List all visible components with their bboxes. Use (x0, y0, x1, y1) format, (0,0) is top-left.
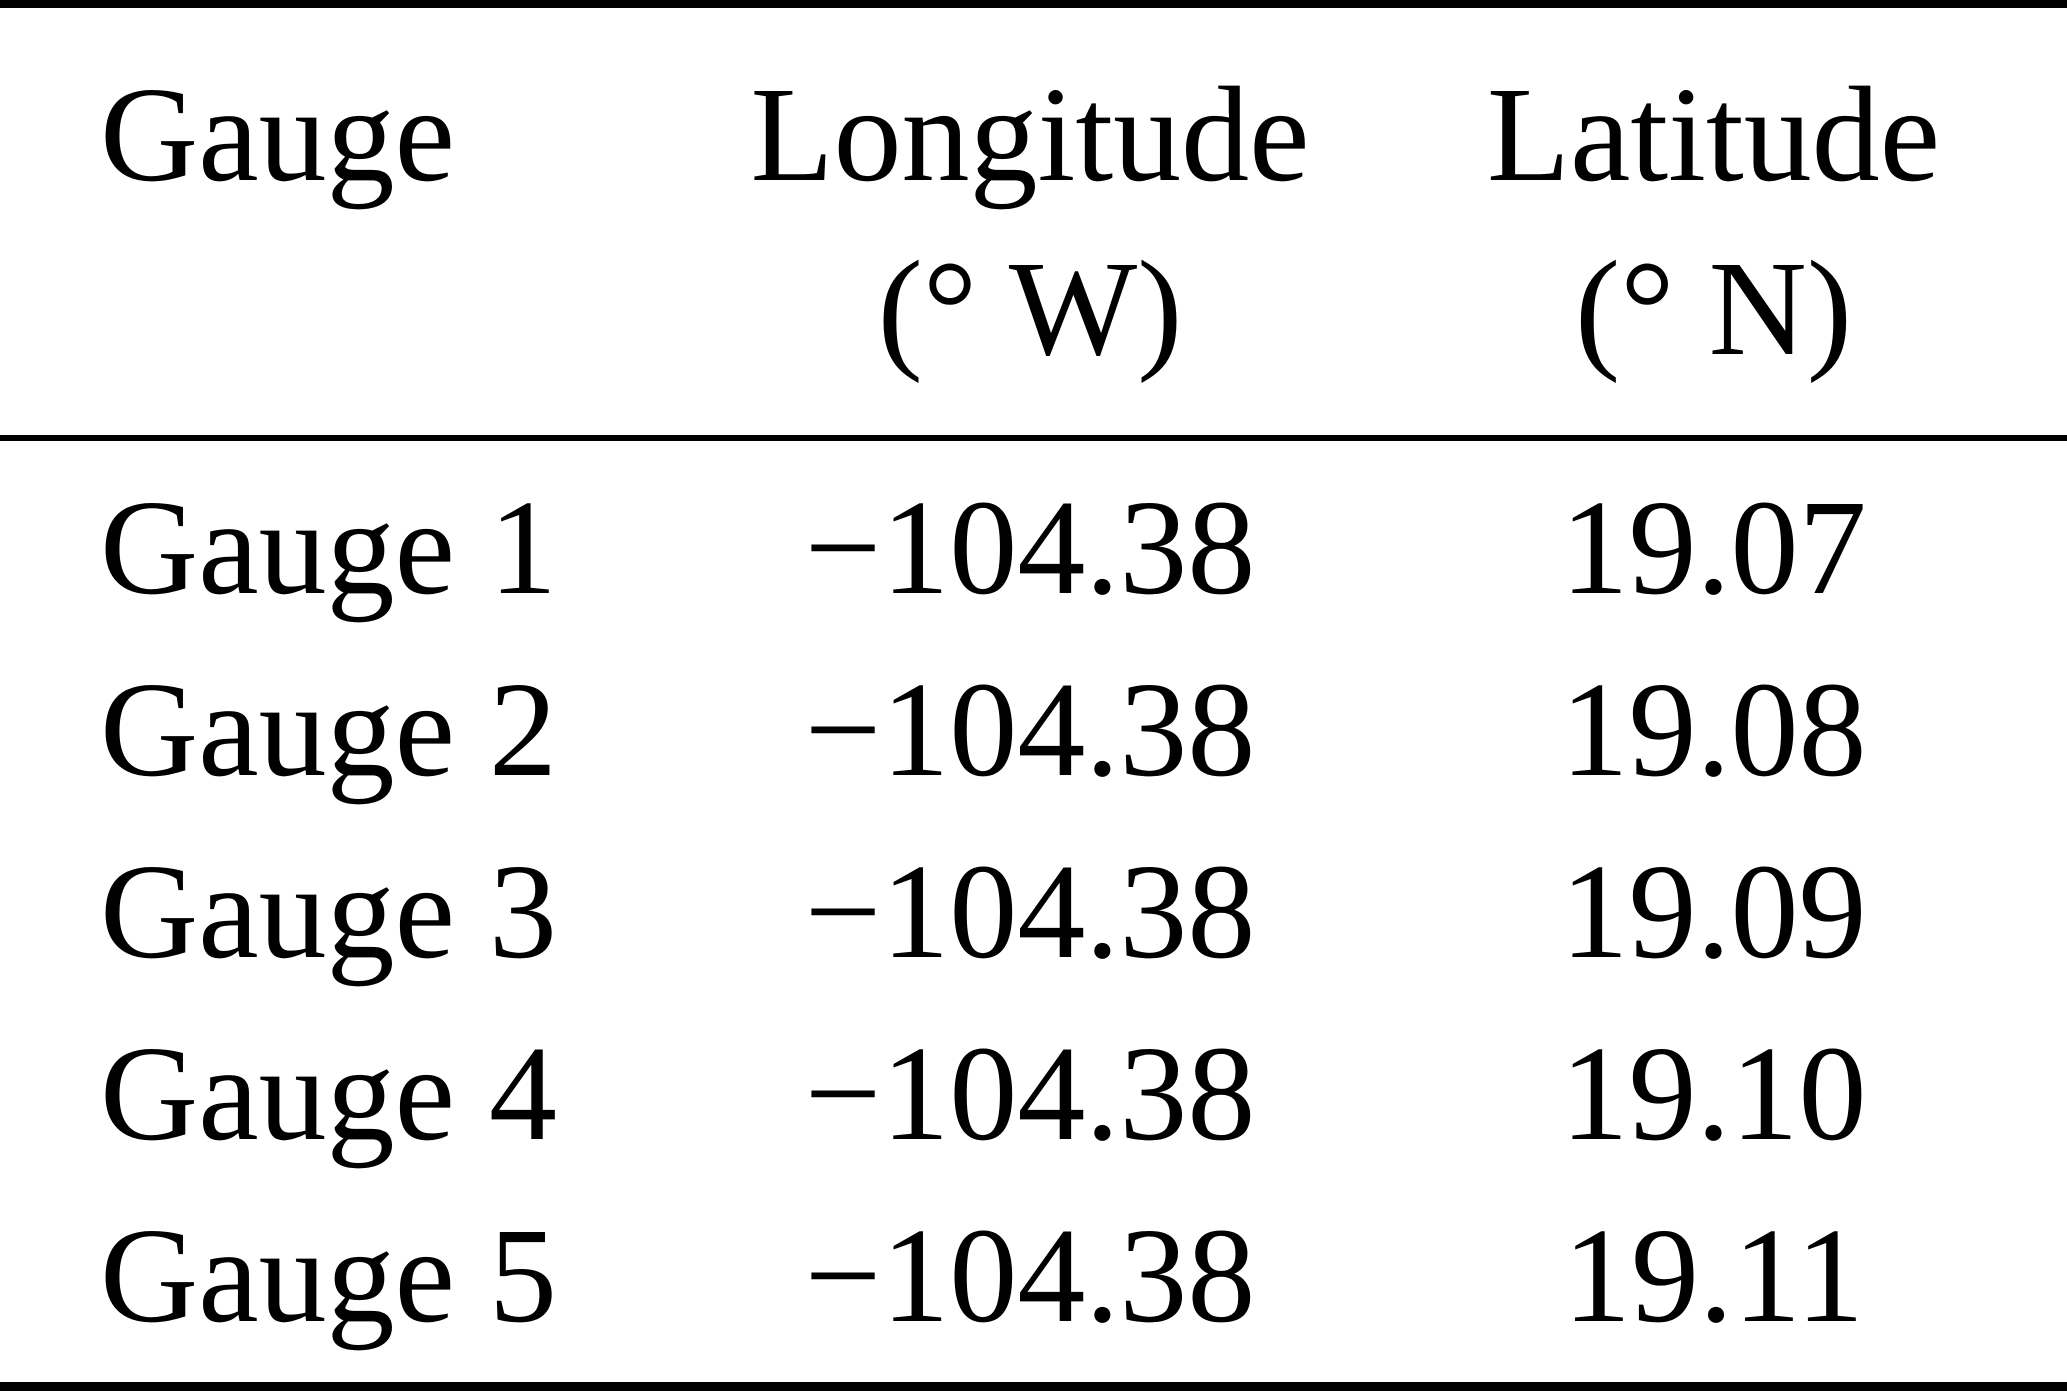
cell-gauge: Gauge 4 (100, 1018, 557, 1169)
cell-gauge: Gauge 5 (100, 1200, 557, 1351)
cell-latitude: 19.10 (1560, 1018, 1867, 1169)
header-cell-gauge: Gauge (100, 59, 455, 210)
cell-latitude: 19.07 (1560, 472, 1867, 623)
table-row: Gauge 1 −104.38 19.07 (0, 457, 2067, 639)
header-cell-latitude: Latitude (1486, 59, 1941, 210)
table-header-rule (0, 435, 2067, 441)
cell-longitude: −104.38 (804, 472, 1256, 623)
cell-gauge: Gauge 2 (100, 654, 557, 805)
table-row: Gauge 4 −104.38 19.10 (0, 1003, 2067, 1185)
cell-longitude: −104.38 (804, 654, 1256, 805)
table-top-rule (0, 0, 2067, 8)
header-cell-longitude: Longitude (750, 59, 1310, 210)
table-row: Gauge 2 −104.38 19.08 (0, 639, 2067, 821)
table-row: Gauge 5 −104.38 19.11 (0, 1185, 2067, 1367)
cell-longitude: −104.38 (804, 836, 1256, 987)
cell-latitude: 19.11 (1563, 1200, 1864, 1351)
table-body: Gauge 1 −104.38 19.07 Gauge 2 −104.38 19… (0, 441, 2067, 1382)
cell-latitude: 19.08 (1560, 654, 1867, 805)
table-bottom-rule (0, 1382, 2067, 1391)
cell-longitude: −104.38 (804, 1200, 1256, 1351)
table-row: Gauge 3 −104.38 19.09 (0, 821, 2067, 1003)
header-row-units: (° W) (° N) (0, 222, 2067, 396)
cell-latitude: 19.09 (1560, 836, 1867, 987)
header-cell-longitude-unit: (° W) (877, 233, 1183, 384)
header-cell-gauge-unit (100, 222, 700, 396)
table-header: Gauge Longitude Latitude (° W) (° N) (0, 8, 2067, 435)
header-row-labels: Gauge Longitude Latitude (0, 48, 2067, 222)
header-cell-latitude-unit: (° N) (1574, 233, 1853, 384)
cell-longitude: −104.38 (804, 1018, 1256, 1169)
cell-gauge: Gauge 1 (100, 472, 557, 623)
cell-gauge: Gauge 3 (100, 836, 557, 987)
